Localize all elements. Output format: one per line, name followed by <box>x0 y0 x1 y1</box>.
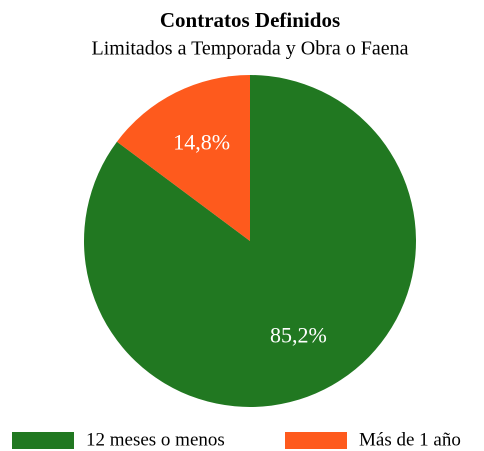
data-label: 85,2% <box>270 322 327 347</box>
legend-swatch <box>12 432 74 449</box>
legend-label: Más de 1 año <box>359 429 461 450</box>
legend-swatch <box>285 432 347 449</box>
chart-title: Contratos Definidos <box>160 8 340 32</box>
pie-slice <box>84 75 416 408</box>
chart-subtitle: Limitados a Temporada y Obra o Faena <box>91 38 408 60</box>
pie-slice <box>116 75 250 241</box>
data-label: 14,8% <box>173 130 230 155</box>
legend-label: 12 meses o menos <box>86 429 225 450</box>
